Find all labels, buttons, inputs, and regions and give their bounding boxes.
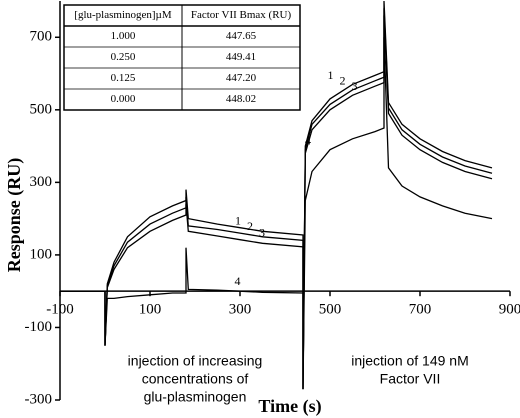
series-line bbox=[60, 8, 493, 390]
table-cell: 1.000 bbox=[111, 30, 136, 42]
x-tick-label: -100 bbox=[46, 302, 74, 318]
series-line bbox=[60, 15, 493, 390]
curve-label: 4 bbox=[235, 274, 241, 288]
y-tick-label: 700 bbox=[30, 29, 53, 45]
table-cell: 447.20 bbox=[226, 72, 257, 84]
annotation: Factor VII bbox=[380, 371, 441, 387]
table-cell: 447.65 bbox=[226, 30, 257, 42]
x-tick-label: 300 bbox=[229, 302, 252, 318]
x-tick-label: 500 bbox=[319, 302, 342, 318]
annotation: injection of 149 nM bbox=[351, 353, 469, 369]
y-tick-label: -300 bbox=[25, 391, 53, 407]
curve-label: 3 bbox=[352, 79, 358, 93]
curve-label: 2 bbox=[340, 74, 346, 88]
y-tick-label: 300 bbox=[30, 174, 53, 190]
y-tick-label: -100 bbox=[25, 319, 53, 335]
table-cell: 0.000 bbox=[111, 93, 136, 105]
y-axis-title: Response (RU) bbox=[4, 158, 25, 273]
curve-label: 3 bbox=[259, 225, 265, 239]
x-axis-title: Time (s) bbox=[258, 396, 321, 417]
table-cell: 448.02 bbox=[226, 93, 256, 105]
table-header: Factor VII Bmax (RU) bbox=[191, 9, 292, 21]
annotation: concentrations of bbox=[142, 371, 249, 387]
x-tick-label: 700 bbox=[409, 302, 432, 318]
series-line bbox=[60, 37, 493, 390]
table-cell: 0.125 bbox=[111, 72, 136, 84]
series-line bbox=[60, 0, 493, 390]
table-cell: 0.250 bbox=[111, 51, 136, 63]
curve-label: 1 bbox=[235, 213, 241, 227]
curve-label: 4 bbox=[305, 133, 311, 147]
y-tick-label: 100 bbox=[30, 246, 53, 262]
curve-label: 2 bbox=[247, 219, 253, 233]
table-cell: 449.41 bbox=[226, 51, 256, 63]
annotation: injection of increasing bbox=[128, 353, 263, 369]
table-header: [glu-plasminogen]µM bbox=[74, 9, 172, 21]
curve-label: 1 bbox=[328, 68, 334, 82]
x-tick-label: 900 bbox=[499, 302, 520, 318]
y-tick-label: 500 bbox=[30, 101, 53, 117]
x-tick-label: 100 bbox=[139, 302, 162, 318]
annotation: glu-plasminogen bbox=[144, 389, 247, 405]
